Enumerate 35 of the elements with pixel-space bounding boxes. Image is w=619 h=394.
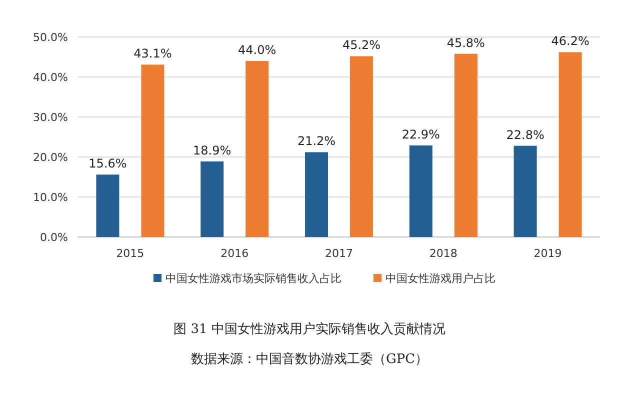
bar [200, 161, 224, 237]
x-tick-label: 2017 [325, 247, 353, 260]
bar [558, 52, 582, 237]
data-label: 43.1% [134, 46, 172, 61]
data-label: 22.8% [506, 128, 544, 142]
data-label: 45.2% [342, 38, 381, 52]
bar [305, 152, 328, 237]
legend-label: 中国女性游戏用户占比 [386, 272, 496, 285]
y-tick-label: 0.0% [40, 231, 68, 244]
bar [409, 145, 432, 237]
text: 图 31 中国女性游戏用户实际销售收入贡献情况 [174, 322, 446, 337]
data-label: 22.9% [402, 127, 440, 142]
data-label: 21.2% [297, 134, 336, 148]
legend-label: 中国女性游戏市场实际销售收入占比 [166, 272, 342, 285]
data-label: 15.6% [88, 156, 127, 171]
y-tick-label: 10.0% [33, 191, 68, 204]
y-tick-label: 50.0% [33, 31, 68, 44]
source-note: 数据来源：中国音数协游戏工委（GPC） [190, 352, 428, 367]
y-tick-label: 30.0% [33, 111, 68, 124]
data-label: 46.2% [551, 34, 590, 48]
data-label: 18.9% [193, 143, 232, 158]
y-tick-label: 40.0% [33, 71, 68, 84]
x-tick-label: 2019 [534, 247, 562, 260]
bar [350, 56, 373, 237]
x-tick-label: 2018 [429, 247, 458, 260]
x-tick-label: 2016 [220, 247, 249, 260]
bar [96, 174, 120, 237]
x-tick-label: 2015 [116, 247, 144, 260]
bar [514, 146, 537, 237]
bar [246, 61, 269, 237]
data-label: 44.0% [238, 43, 276, 57]
data-label: 45.8% [446, 36, 485, 50]
bar [454, 54, 478, 237]
y-tick-label: 20.0% [33, 151, 68, 164]
bar [141, 64, 164, 237]
